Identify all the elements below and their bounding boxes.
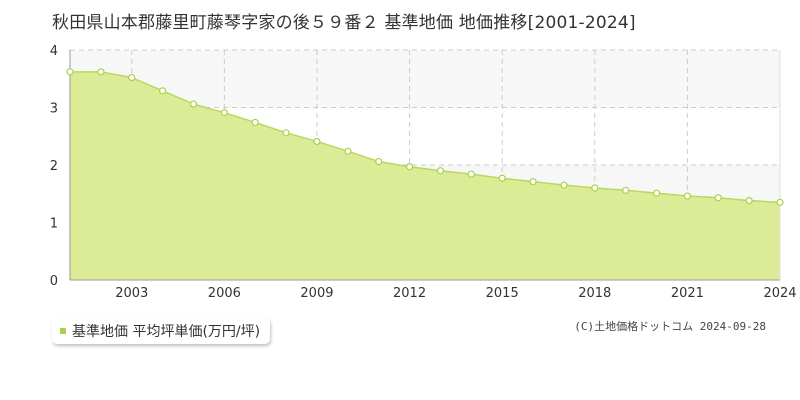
data-point <box>405 163 414 171</box>
data-point <box>683 192 691 200</box>
data-point <box>251 118 259 127</box>
y-tick-label: 2 <box>50 159 58 174</box>
x-tick-label: 2018 <box>578 286 611 301</box>
data-point <box>344 147 352 155</box>
legend: 基準地価 平均坪単価(万円/坪) <box>52 318 271 344</box>
y-tick-label: 3 <box>50 102 58 117</box>
data-point <box>776 198 784 206</box>
x-tick-label: 2012 <box>393 286 426 301</box>
data-point <box>375 157 383 166</box>
x-tick-label: 2021 <box>671 286 704 301</box>
data-point <box>529 178 537 186</box>
data-point <box>189 100 198 108</box>
credit-text: (C)土地価格ドットコム 2024-09-28 <box>574 320 766 333</box>
data-point <box>560 181 568 189</box>
legend-swatch <box>60 328 66 334</box>
y-tick-label: 1 <box>50 217 58 232</box>
area-fill <box>70 71 780 280</box>
data-point <box>313 137 321 146</box>
x-tick-label: 2006 <box>208 286 241 301</box>
data-point <box>622 186 630 194</box>
y-tick-label: 4 <box>50 44 58 59</box>
axes <box>69 50 781 281</box>
data-point <box>66 68 74 76</box>
data-point <box>128 73 136 82</box>
data-point <box>745 197 753 205</box>
data-point <box>97 68 105 76</box>
data-point <box>714 194 722 202</box>
data-point <box>282 129 290 137</box>
series-line <box>70 71 781 204</box>
data-point <box>436 167 445 175</box>
chart-title: 秋田県山本郡藤里町藤琴字家の後５９番２ 基準地価 地価推移[2001-2024] <box>52 13 636 33</box>
data-point <box>220 109 228 117</box>
y-tick-labels: 0 1 2 3 4 <box>50 44 58 289</box>
x-tick-label: 2024 <box>763 286 796 301</box>
data-point <box>467 170 475 178</box>
area-series <box>70 71 781 280</box>
x-tick-labels: 2003 2006 2009 2012 2015 2018 2021 2024 <box>115 286 796 301</box>
data-point <box>498 174 506 182</box>
x-tick-label: 2009 <box>300 286 333 301</box>
data-point <box>652 189 661 197</box>
plot-band <box>70 50 780 108</box>
x-tick-label: 2003 <box>115 286 148 301</box>
data-point <box>591 184 599 192</box>
legend-label: 基準地価 平均坪単価(万円/坪) <box>72 324 261 340</box>
data-points <box>66 68 784 206</box>
data-point <box>159 87 167 95</box>
x-tick-label: 2015 <box>486 286 519 301</box>
y-tick-label: 0 <box>50 274 58 289</box>
